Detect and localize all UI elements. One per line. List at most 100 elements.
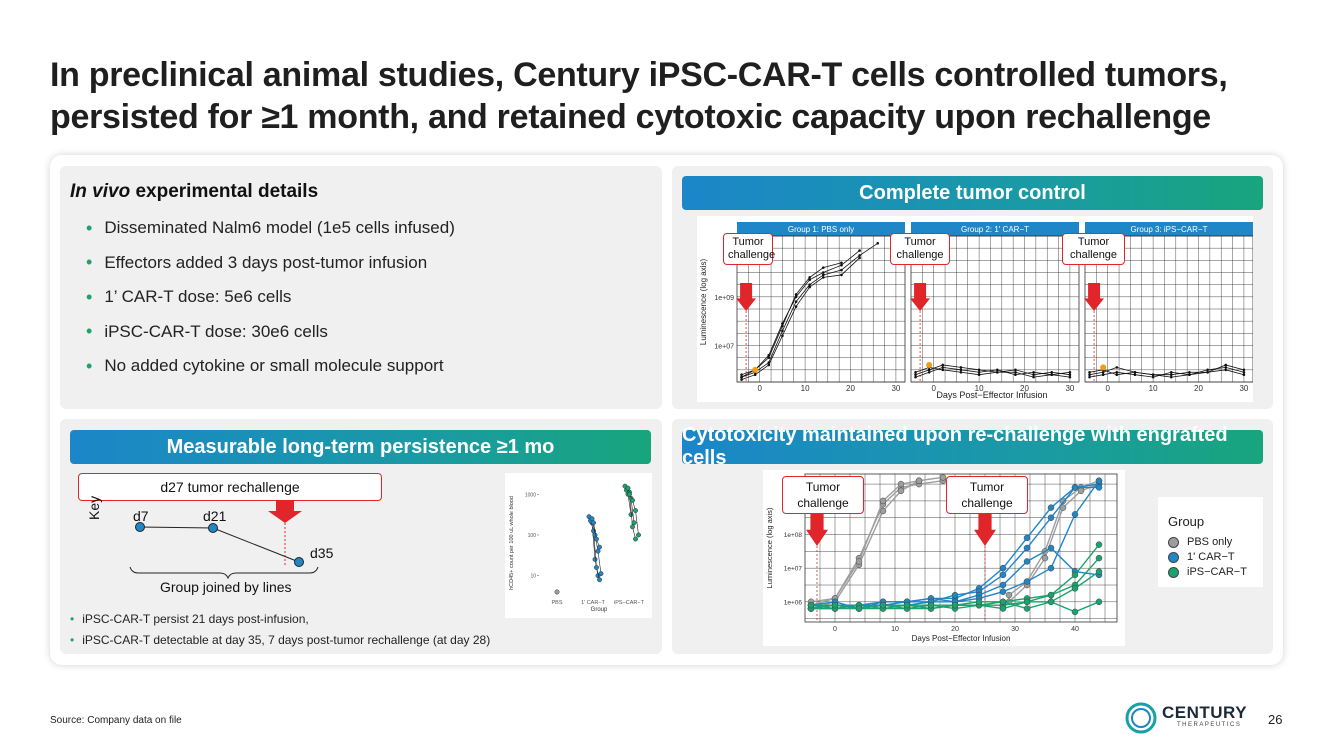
data-point (1014, 368, 1017, 372)
chart-legend: Group PBS only 1' CAR−T iPS−CAR−T (1158, 497, 1263, 587)
key-d21-label: d21 (203, 508, 227, 524)
y-tick-label: 1000 (525, 492, 536, 498)
data-point (941, 366, 945, 369)
tumor-challenge-callout: Tumor challenge (723, 233, 775, 265)
data-point (897, 480, 905, 488)
data-point (1095, 484, 1103, 491)
key-group-label: Group joined by lines (160, 579, 292, 595)
series-line (1089, 369, 1245, 378)
tumor-challenge-callout: Tumor challenge (946, 476, 1028, 514)
data-point (794, 305, 798, 308)
data-point (959, 368, 963, 372)
highlight-point (926, 361, 933, 368)
y-tick-label: 1e+06 (784, 599, 803, 606)
data-point (554, 589, 560, 595)
data-point (1059, 504, 1067, 511)
data-point (589, 516, 595, 522)
data-point (1088, 370, 1091, 374)
tumor-control-chart: Group 1: PBS only 0 10 20 30 1e+07 1e+09 Group … (697, 216, 1254, 402)
data-point (858, 256, 861, 260)
tumor-challenge-callout: Tumor challenge (1062, 233, 1125, 265)
series-line (741, 242, 878, 378)
data-point (1068, 373, 1072, 376)
data-point (1032, 373, 1035, 376)
data-point (1151, 375, 1155, 379)
x-tick-label: 30 (1065, 384, 1074, 393)
data-point (740, 378, 743, 381)
highlight-point (752, 366, 759, 373)
data-point (1115, 370, 1119, 374)
data-point (767, 363, 771, 367)
data-point (1224, 366, 1228, 369)
series-line (915, 366, 1070, 378)
data-point (740, 375, 743, 379)
source-note: Source: Company data on file (50, 715, 182, 726)
data-point (1047, 514, 1055, 521)
data-point (808, 283, 811, 286)
data-point (630, 497, 635, 503)
y-tick-label: 1e+07 (714, 344, 734, 351)
series-line (590, 520, 600, 580)
data-point (1023, 558, 1031, 565)
data-point (1047, 591, 1055, 599)
data-point (595, 548, 601, 554)
data-point (808, 285, 811, 289)
key-point-d21 (208, 523, 218, 533)
data-point (794, 293, 798, 296)
data-point (1023, 598, 1031, 606)
data-point (1206, 368, 1209, 372)
data-point (633, 536, 638, 542)
y-axis-label: Luminescence (log axis) (699, 259, 708, 346)
data-point (1095, 541, 1103, 548)
data-point (1115, 366, 1119, 369)
legend-item: PBS only (1168, 536, 1232, 548)
x-tick-label: 20 (846, 384, 855, 393)
data-point (1095, 477, 1103, 484)
data-point (1242, 373, 1246, 376)
data-point (1077, 487, 1085, 495)
data-point (1014, 373, 1017, 376)
data-point (1133, 370, 1137, 374)
data-point (821, 273, 825, 277)
data-point (1206, 370, 1209, 374)
data-point (915, 477, 923, 484)
facet-strip (1085, 222, 1253, 236)
data-point (1242, 368, 1246, 372)
data-point (1115, 373, 1119, 376)
century-logo-icon (1125, 702, 1157, 734)
legend-item: iPS−CAR−T (1168, 566, 1247, 578)
key-brace (129, 566, 319, 580)
key-d7-label: d7 (133, 508, 149, 524)
data-point (1188, 370, 1191, 374)
list-item: iPSC-CAR-T dose: 30e6 cells (86, 315, 455, 350)
facet-strip (911, 222, 1079, 236)
data-point (1068, 370, 1072, 374)
data-point (879, 507, 887, 515)
data-point (753, 373, 757, 376)
series-line (741, 262, 842, 378)
y-tick-label: 1e+09 (714, 295, 734, 302)
data-point (1071, 608, 1079, 616)
persistence-notes: iPSC-CAR-T persist 21 days post-infusion… (70, 608, 490, 650)
data-point (999, 564, 1007, 572)
data-point (855, 558, 863, 565)
data-point (1071, 511, 1079, 518)
data-point (1101, 373, 1105, 376)
data-point (592, 532, 598, 538)
y-axis-label: Luminescence (log axis) (765, 507, 774, 588)
data-point (999, 605, 1007, 612)
x-tick-label: 0 (833, 626, 837, 633)
data-point (876, 242, 880, 245)
challenge-arrow-icon (736, 283, 757, 311)
series-line (915, 366, 1070, 378)
list-item: iPSC-CAR-T persist 21 days post-infusion… (70, 608, 490, 629)
data-point (807, 601, 815, 609)
data-point (821, 271, 825, 274)
y-tick-label: 1e+07 (784, 566, 803, 573)
data-point (1224, 368, 1228, 372)
data-point (879, 601, 887, 609)
tumor-challenge-callout: Tumor challenge (782, 476, 864, 514)
data-point (1242, 370, 1246, 374)
list-item: Disseminated Nalm6 model (1e5 cells infu… (86, 211, 455, 246)
rechallenge-label: d27 tumor rechallenge (78, 473, 382, 501)
